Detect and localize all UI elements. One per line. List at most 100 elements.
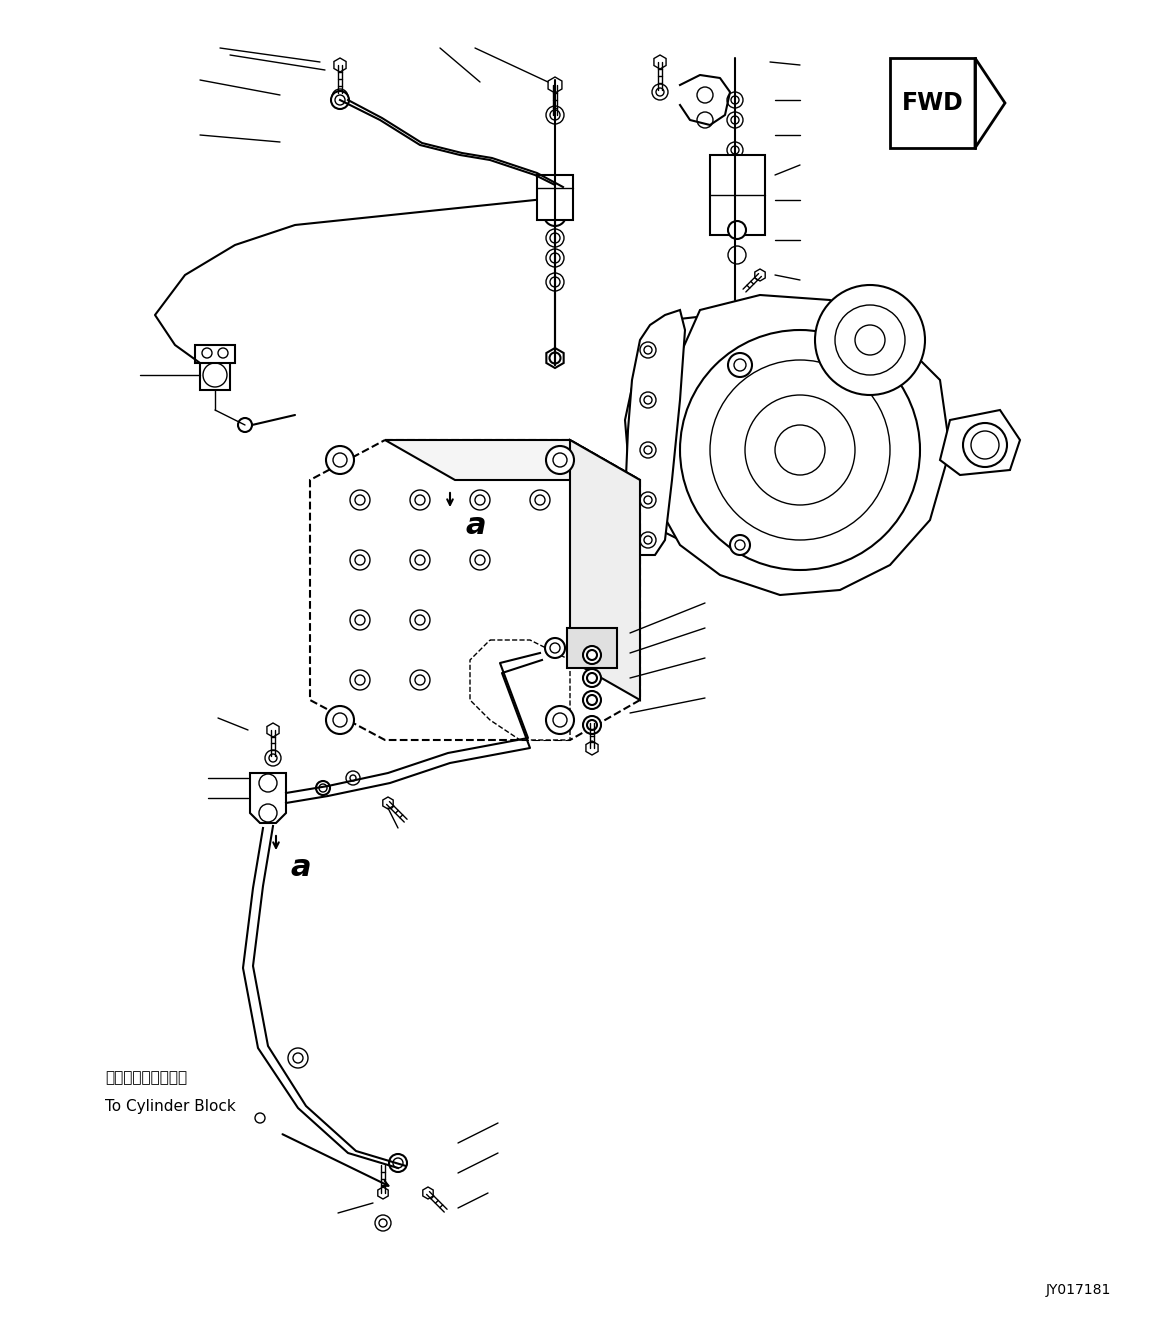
Circle shape [644, 396, 652, 404]
Bar [537, 175, 573, 220]
Circle shape [545, 447, 575, 474]
Circle shape [544, 204, 566, 227]
Text: To Cylinder Block: To Cylinder Block [105, 1098, 236, 1113]
Circle shape [347, 771, 361, 784]
Circle shape [640, 392, 656, 408]
Polygon shape [940, 409, 1020, 474]
Circle shape [316, 780, 330, 795]
Circle shape [644, 537, 652, 545]
Circle shape [652, 83, 668, 99]
Circle shape [326, 447, 354, 474]
Circle shape [732, 117, 739, 125]
Circle shape [202, 348, 212, 358]
Polygon shape [625, 310, 890, 560]
Circle shape [545, 106, 564, 125]
Polygon shape [625, 310, 685, 555]
Circle shape [335, 95, 345, 105]
Circle shape [545, 273, 564, 292]
Circle shape [269, 754, 277, 762]
Circle shape [745, 395, 855, 505]
Text: a: a [465, 510, 486, 539]
Circle shape [217, 348, 228, 358]
Circle shape [255, 1113, 265, 1124]
Circle shape [550, 643, 561, 653]
Circle shape [350, 550, 370, 570]
Polygon shape [311, 440, 640, 739]
Circle shape [411, 550, 430, 570]
Circle shape [727, 113, 743, 129]
Circle shape [545, 639, 565, 659]
Circle shape [697, 113, 713, 129]
Circle shape [415, 496, 424, 505]
Circle shape [640, 342, 656, 358]
Circle shape [734, 359, 745, 371]
Circle shape [293, 1053, 304, 1063]
Circle shape [470, 550, 490, 570]
Circle shape [963, 423, 1007, 466]
Circle shape [644, 346, 652, 354]
Polygon shape [586, 741, 598, 755]
Circle shape [732, 171, 739, 179]
Circle shape [259, 804, 277, 822]
Circle shape [583, 692, 601, 709]
Circle shape [735, 541, 745, 550]
Circle shape [587, 719, 597, 730]
Polygon shape [470, 640, 570, 739]
Circle shape [530, 490, 550, 510]
Circle shape [549, 352, 561, 363]
Text: JY017181: JY017181 [1046, 1283, 1111, 1297]
Circle shape [415, 555, 424, 564]
Circle shape [355, 555, 365, 564]
Circle shape [374, 1215, 391, 1231]
Circle shape [550, 233, 561, 242]
Circle shape [475, 555, 485, 564]
Circle shape [238, 417, 252, 432]
Circle shape [680, 330, 920, 570]
Circle shape [971, 431, 999, 458]
Circle shape [709, 360, 890, 541]
Circle shape [640, 443, 656, 458]
Circle shape [732, 95, 739, 103]
Circle shape [644, 447, 652, 454]
Circle shape [411, 490, 430, 510]
Circle shape [727, 167, 743, 183]
Circle shape [583, 669, 601, 686]
Bar [200, 360, 230, 390]
Circle shape [656, 87, 664, 95]
Polygon shape [250, 772, 286, 823]
Circle shape [259, 774, 277, 792]
Polygon shape [547, 348, 564, 368]
Circle shape [815, 285, 925, 395]
Polygon shape [385, 440, 640, 480]
Circle shape [697, 87, 713, 103]
Bar [709, 155, 765, 235]
Circle shape [350, 670, 370, 690]
Text: a: a [290, 853, 311, 882]
Circle shape [640, 533, 656, 549]
Bar [568, 628, 618, 668]
Circle shape [411, 670, 430, 690]
Circle shape [552, 453, 568, 466]
Polygon shape [383, 798, 393, 810]
Circle shape [388, 1154, 407, 1173]
Polygon shape [654, 56, 666, 69]
Polygon shape [650, 295, 950, 595]
Circle shape [204, 363, 227, 387]
Circle shape [350, 610, 370, 629]
Text: シリンダブロックへ: シリンダブロックへ [105, 1071, 187, 1085]
Circle shape [475, 496, 485, 505]
Circle shape [336, 93, 344, 101]
Circle shape [835, 305, 905, 375]
Circle shape [265, 750, 281, 766]
Circle shape [727, 91, 743, 109]
Circle shape [775, 425, 825, 474]
Circle shape [331, 91, 349, 109]
Circle shape [732, 146, 739, 154]
Polygon shape [423, 1187, 433, 1199]
Circle shape [545, 229, 564, 246]
Circle shape [583, 716, 601, 734]
Circle shape [290, 1049, 306, 1067]
Polygon shape [334, 58, 347, 72]
Polygon shape [570, 440, 640, 700]
Circle shape [552, 713, 568, 727]
